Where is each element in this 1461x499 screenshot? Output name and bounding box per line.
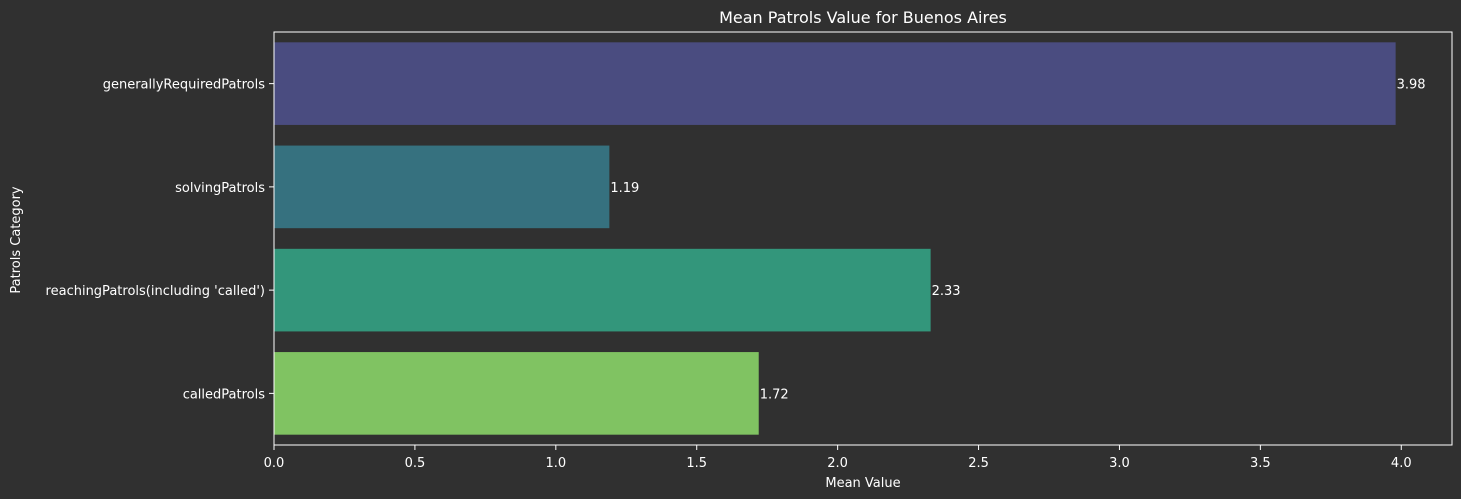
x-tick-label: 0.0 [264,456,285,471]
x-tick-label: 1.5 [686,456,707,471]
x-tick-label: 2.5 [968,456,989,471]
y-axis-label: Patrols Category [9,186,24,294]
data-label: 1.19 [610,181,639,196]
x-tick-label: 0.5 [405,456,426,471]
chart-title: Mean Patrols Value for Buenos Aires [719,8,1007,27]
bar [274,145,610,229]
x-tick-label: 3.0 [1109,456,1130,471]
bar [274,248,931,332]
x-tick-label: 4.0 [1391,456,1412,471]
data-label: 3.98 [1397,78,1426,93]
data-label: 2.33 [932,284,961,299]
x-tick-label: 3.5 [1250,456,1271,471]
y-tick-label: reachingPatrols(including 'called') [46,284,265,299]
plot-frame [273,31,1453,446]
x-tick-label: 2.0 [827,456,848,471]
x-tick-label: 1.0 [545,456,566,471]
plot-area: 3.98 generallyRequiredPatrols 1.19 solvingP… [46,31,1453,471]
y-tick-label: calledPatrols [183,387,266,402]
y-tick-label: generallyRequiredPatrols [103,78,266,93]
y-tick-label: solvingPatrols [175,181,265,196]
bar [274,42,1396,125]
bar [274,352,759,435]
x-axis-label: Mean Value [825,476,900,491]
data-label: 1.72 [760,387,789,402]
